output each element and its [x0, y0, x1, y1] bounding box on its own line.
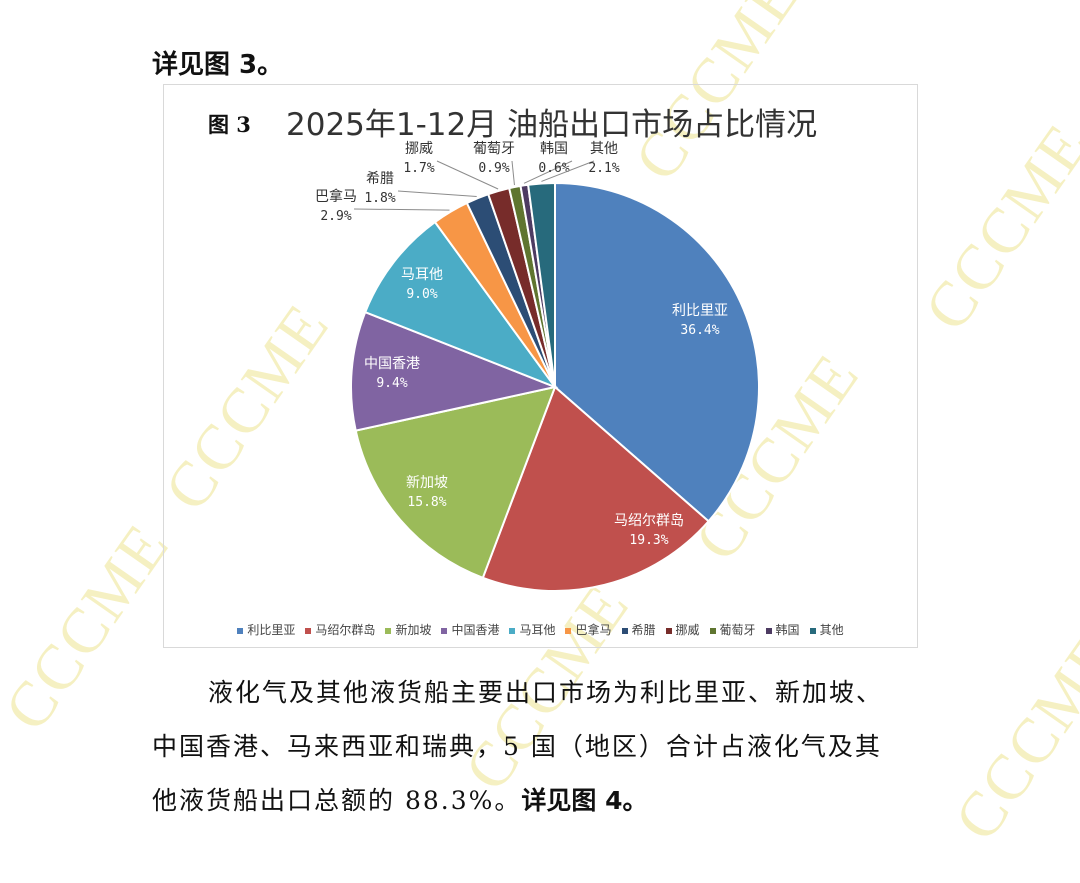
slice-value-label: 2.9%	[320, 209, 351, 224]
legend-swatch	[305, 627, 312, 634]
slice-name-label: 利比里亚	[672, 303, 728, 319]
slice-value-label: 15.8%	[407, 495, 446, 510]
legend-item: 挪威	[665, 621, 700, 638]
legend-item: 希腊	[621, 621, 656, 638]
slice-name-label: 马绍尔群岛	[614, 513, 684, 529]
figure-reference: 详见图 4。	[521, 786, 648, 815]
legend-item: 中国香港	[441, 621, 499, 638]
slice-name-label: 希腊	[366, 171, 394, 187]
legend-label: 中国香港	[451, 623, 500, 637]
pie-slice-11	[527, 181, 556, 388]
figure-label: 图 3	[208, 112, 251, 137]
slice-name-label: 中国香港	[364, 356, 420, 372]
chart-frame: 图 3 2025年1-12月 油船出口市场占比情况 利比里亚 36.4% 马绍尔群岛…	[163, 84, 918, 648]
slice-value-label: 1.8%	[364, 191, 395, 206]
legend-swatch	[765, 627, 772, 634]
legend-swatch	[237, 627, 244, 634]
legend-label: 新加坡	[395, 623, 432, 637]
pie-slice-1	[554, 181, 760, 523]
slice-name-label: 葡萄牙	[473, 141, 515, 157]
chart-title: 2025年1-12月 油船出口市场占比情况	[286, 107, 818, 143]
legend-swatch	[509, 627, 516, 634]
legend-swatch	[621, 627, 628, 634]
legend-label: 希腊	[631, 623, 656, 637]
paragraph-line-1: 液化气及其他液货船主要出口市场为利比里亚、新加坡、	[208, 678, 884, 707]
slice-name-label: 挪威	[405, 141, 433, 157]
slice-name-label: 马耳他	[401, 267, 443, 283]
legend-item: 马绍尔群岛	[305, 621, 375, 638]
legend-label: 利比里亚	[247, 623, 296, 637]
legend-item: 利比里亚	[237, 621, 295, 638]
slice-value-label: 0.6%	[538, 161, 569, 176]
legend-label: 挪威	[675, 623, 700, 637]
pie-slice-2	[481, 385, 710, 592]
leader-line-11	[541, 160, 595, 182]
paragraph-line-3-text: 他液货船出口总额的 88.3%。	[152, 786, 522, 815]
legend-item: 巴拿马	[565, 621, 612, 638]
legend-label: 葡萄牙	[719, 623, 756, 637]
legend-item: 其他	[809, 621, 844, 638]
pie-slice-3	[354, 385, 557, 580]
legend-swatch	[385, 627, 392, 634]
leader-line-10	[523, 160, 573, 184]
leader-line-6	[353, 208, 450, 211]
legend-item: 马耳他	[509, 621, 555, 638]
legend-swatch	[441, 627, 448, 634]
legend-swatch	[665, 627, 672, 634]
leader-line-7	[397, 190, 477, 197]
slice-value-label: 2.1%	[588, 161, 619, 176]
pie-chart: 利比里亚 36.4% 马绍尔群岛 19.3% 新加坡 15.8% 中国香港 9.4% 马耳他 9.…	[315, 141, 760, 592]
legend-label: 马绍尔群岛	[315, 623, 376, 637]
legend-label: 韩国	[775, 623, 800, 637]
slice-value-label: 9.4%	[376, 376, 407, 391]
paragraph-line-2: 中国香港、马来西亚和瑞典，5 国（地区）合计占液化气及其	[152, 732, 882, 761]
leader-line-9	[511, 160, 515, 186]
paragraph-line-3: 他液货船出口总额的 88.3%。详见图 4。	[152, 774, 942, 828]
pie-slice-4	[350, 310, 559, 432]
legend-label: 其他	[819, 623, 844, 637]
legend-swatch	[565, 627, 572, 634]
watermark: CCCME	[910, 110, 1080, 343]
leader-line-8	[436, 160, 499, 190]
slice-value-label: 9.0%	[406, 287, 437, 302]
chart-legend: 利比里亚 马绍尔群岛 新加坡 中国香港 马耳他 巴拿马 希腊 挪威 葡萄牙 韩国 其他	[164, 621, 917, 638]
slice-name-label: 巴拿马	[315, 188, 357, 205]
body-paragraph: 液化气及其他液货船主要出口市场为利比里亚、新加坡、 中国香港、马来西亚和瑞典，5…	[152, 666, 942, 828]
legend-item: 葡萄牙	[709, 621, 756, 638]
pie-slice-5	[363, 220, 558, 390]
watermark: CCCME	[940, 620, 1080, 853]
legend-swatch	[809, 627, 816, 634]
legend-label: 巴拿马	[575, 623, 612, 637]
slice-name-label: 新加坡	[406, 475, 448, 491]
slice-name-label: 其他	[590, 141, 618, 157]
legend-item: 新加坡	[385, 621, 431, 638]
legend-item: 韩国	[765, 621, 800, 638]
legend-swatch	[709, 627, 716, 634]
slice-value-label: 0.9%	[478, 161, 509, 176]
slice-value-label: 1.7%	[403, 161, 434, 176]
slice-name-label: 韩国	[540, 141, 568, 157]
intro-text: 详见图 3。	[152, 50, 284, 80]
slice-value-label: 36.4%	[680, 323, 719, 338]
legend-label: 马耳他	[519, 623, 556, 637]
slice-value-label: 19.3%	[629, 533, 668, 548]
